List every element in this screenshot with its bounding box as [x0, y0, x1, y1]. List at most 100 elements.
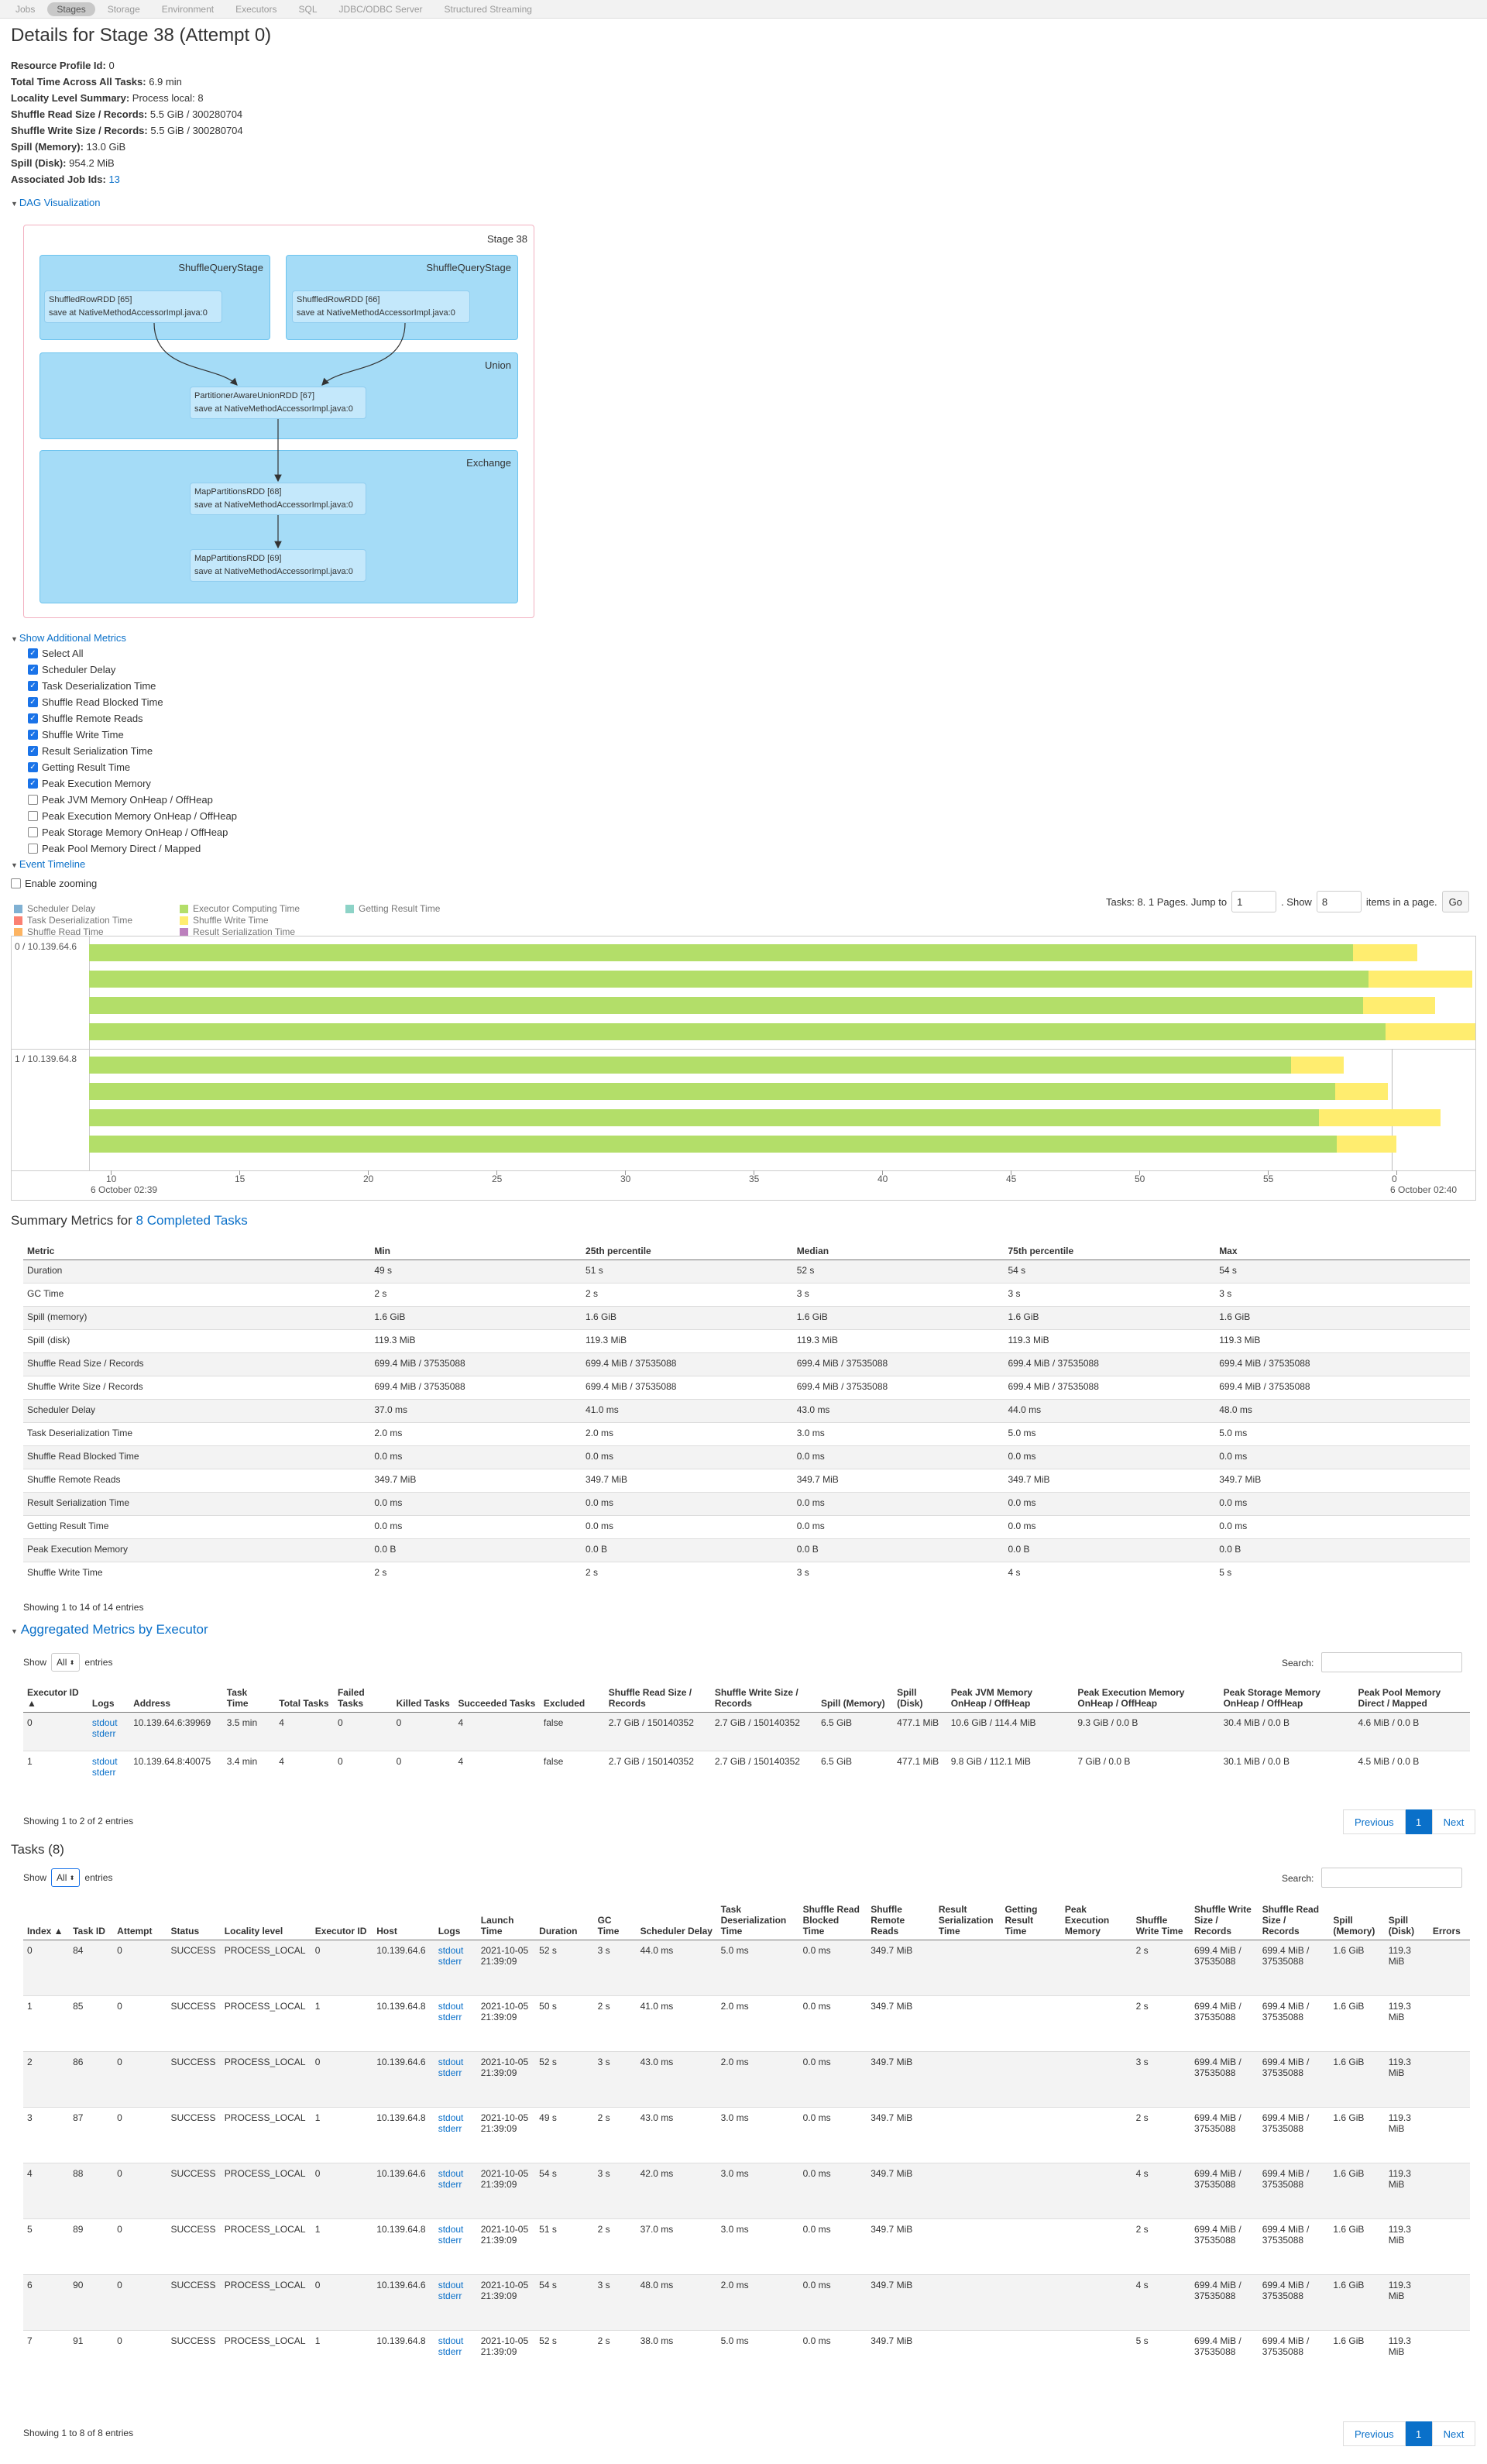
executors-page-size-select[interactable]: All ⬍: [51, 1653, 81, 1672]
stderr-link[interactable]: stderr: [438, 2067, 462, 2078]
stderr-link[interactable]: stderr: [438, 2290, 462, 2301]
column-header[interactable]: Executor ID ▲: [23, 1682, 88, 1713]
task-bar-executor-computing[interactable]: [89, 1083, 1335, 1100]
metric-checkbox-row[interactable]: ✓ Scheduler Delay: [28, 662, 237, 678]
column-header[interactable]: Spill (Memory): [1329, 1899, 1385, 1940]
column-header[interactable]: Peak Pool Memory Direct / Mapped: [1354, 1682, 1470, 1713]
rdd-node-65[interactable]: ShuffledRowRDD [65] save at NativeMethodA…: [44, 290, 222, 323]
column-header[interactable]: Executor ID: [311, 1899, 373, 1940]
nav-tab-storage[interactable]: Storage: [107, 3, 140, 15]
column-header[interactable]: Task Deserialization Time: [716, 1899, 799, 1940]
column-header[interactable]: Host: [373, 1899, 434, 1940]
task-bar-shuffle-write[interactable]: [1319, 1109, 1441, 1126]
page-1-button[interactable]: 1: [1405, 1809, 1432, 1834]
column-header[interactable]: Shuffle Read Blocked Time: [798, 1899, 867, 1940]
items-per-page-input[interactable]: 8: [1316, 891, 1362, 912]
checkbox-icon[interactable]: [28, 844, 38, 854]
task-bar-shuffle-write[interactable]: [1386, 1023, 1475, 1040]
metric-checkbox-row[interactable]: ✓ Result Serialization Time: [28, 743, 237, 759]
metric-checkbox-row[interactable]: Peak Pool Memory Direct / Mapped: [28, 840, 237, 857]
executors-search-input[interactable]: [1321, 1652, 1462, 1672]
column-header[interactable]: Launch Time: [476, 1899, 536, 1940]
column-header[interactable]: Shuffle Write Size / Records: [1190, 1899, 1259, 1940]
column-header[interactable]: Address: [129, 1682, 223, 1713]
stderr-link[interactable]: stderr: [438, 2346, 462, 2357]
column-header[interactable]: Shuffle Write Size / Records: [710, 1682, 817, 1713]
dag-visualization-toggle[interactable]: ▼ DAG Visualization: [11, 197, 100, 208]
column-header[interactable]: 25th percentile: [582, 1241, 793, 1260]
stdout-link[interactable]: stdout: [438, 2224, 464, 2235]
task-bar-executor-computing[interactable]: [89, 1109, 1319, 1126]
event-timeline-toggle[interactable]: ▼ Event Timeline: [11, 858, 85, 870]
column-header[interactable]: Median: [792, 1241, 1004, 1260]
task-bar-executor-computing[interactable]: [89, 997, 1363, 1014]
checkbox-icon[interactable]: ✓: [28, 730, 38, 740]
column-header[interactable]: GC Time: [593, 1899, 637, 1940]
column-header[interactable]: Failed Tasks: [333, 1682, 393, 1713]
stdout-link[interactable]: stdout: [438, 2280, 464, 2290]
stdout-link[interactable]: stdout: [438, 2057, 464, 2067]
column-header[interactable]: Total Tasks: [275, 1682, 334, 1713]
stdout-link[interactable]: stdout: [438, 2168, 464, 2179]
task-bar-shuffle-write[interactable]: [1335, 1083, 1388, 1100]
column-header[interactable]: Shuffle Remote Reads: [867, 1899, 935, 1940]
checkbox-icon[interactable]: ✓: [28, 746, 38, 756]
column-header[interactable]: Logs: [434, 1899, 477, 1940]
stdout-link[interactable]: stdout: [438, 2001, 464, 2012]
task-bar-shuffle-write[interactable]: [1363, 997, 1435, 1014]
column-header[interactable]: Shuffle Write Time: [1132, 1899, 1191, 1940]
metric-checkbox-row[interactable]: ✓ Shuffle Remote Reads: [28, 710, 237, 727]
task-bar-executor-computing[interactable]: [89, 944, 1353, 961]
column-header[interactable]: Errors: [1428, 1899, 1470, 1940]
checkbox-icon[interactable]: [28, 811, 38, 821]
column-header[interactable]: Peak JVM Memory OnHeap / OffHeap: [946, 1682, 1074, 1713]
stdout-link[interactable]: stdout: [438, 2335, 464, 2346]
task-bar-executor-computing[interactable]: [89, 1023, 1386, 1040]
previous-button[interactable]: Previous: [1343, 2421, 1406, 2446]
column-header[interactable]: Succeeded Tasks: [454, 1682, 540, 1713]
checkbox-icon[interactable]: ✓: [28, 681, 38, 691]
previous-button[interactable]: Previous: [1343, 1809, 1406, 1834]
column-header[interactable]: Peak Execution Memory: [1060, 1899, 1132, 1940]
column-header[interactable]: Spill (Disk): [893, 1682, 947, 1713]
column-header[interactable]: Shuffle Read Size / Records: [604, 1682, 711, 1713]
nav-tab-executors[interactable]: Executors: [235, 3, 277, 15]
nav-tab-stages[interactable]: Stages: [47, 2, 95, 16]
column-header[interactable]: Status: [167, 1899, 221, 1940]
checkbox-icon[interactable]: ✓: [28, 713, 38, 723]
task-bar-executor-computing[interactable]: [89, 1136, 1337, 1153]
rdd-node-66[interactable]: ShuffledRowRDD [66] save at NativeMethodA…: [292, 290, 470, 323]
rdd-node-69[interactable]: MapPartitionsRDD [69] save at NativeMetho…: [190, 549, 366, 582]
column-header[interactable]: Scheduler Delay: [636, 1899, 717, 1940]
column-header[interactable]: Peak Storage Memory OnHeap / OffHeap: [1219, 1682, 1355, 1713]
tasks-page-size-select[interactable]: All ⬍: [51, 1868, 81, 1887]
job-id-link[interactable]: 13: [108, 174, 120, 185]
stderr-link[interactable]: stderr: [438, 2123, 462, 2134]
task-bar-shuffle-write[interactable]: [1337, 1136, 1396, 1153]
stderr-link[interactable]: stderr: [438, 2179, 462, 2190]
column-header[interactable]: Killed Tasks: [392, 1682, 455, 1713]
additional-metrics-toggle[interactable]: ▼ Show Additional Metrics: [11, 632, 126, 644]
metric-checkbox-row[interactable]: Peak Storage Memory OnHeap / OffHeap: [28, 824, 237, 840]
column-header[interactable]: Peak Execution Memory OnHeap / OffHeap: [1073, 1682, 1220, 1713]
column-header[interactable]: Attempt: [113, 1899, 167, 1940]
checkbox-icon[interactable]: ✓: [28, 665, 38, 675]
nav-tab-environment[interactable]: Environment: [161, 3, 215, 15]
checkbox-icon[interactable]: ✓: [28, 697, 38, 707]
checkbox-icon[interactable]: [11, 878, 21, 888]
column-header[interactable]: Spill (Disk): [1384, 1899, 1429, 1940]
stdout-link[interactable]: stdout: [438, 2112, 464, 2123]
metric-checkbox-row[interactable]: ✓ Shuffle Read Blocked Time: [28, 694, 237, 710]
go-button[interactable]: Go: [1441, 891, 1469, 912]
next-button[interactable]: Next: [1431, 1809, 1476, 1834]
column-header[interactable]: Duration: [535, 1899, 594, 1940]
metric-checkbox-row[interactable]: ✓ Task Deserialization Time: [28, 678, 237, 694]
aggregated-metrics-link[interactable]: Aggregated Metrics by Executor: [20, 1622, 208, 1637]
task-bar-shuffle-write[interactable]: [1353, 944, 1417, 961]
metric-checkbox-row[interactable]: Peak Execution Memory OnHeap / OffHeap: [28, 808, 237, 824]
stderr-link[interactable]: stderr: [438, 2235, 462, 2246]
column-header[interactable]: Task ID: [69, 1899, 114, 1940]
checkbox-icon[interactable]: ✓: [28, 778, 38, 789]
rdd-node-67[interactable]: PartitionerAwareUnionRDD [67] save at Nat…: [190, 387, 366, 419]
nav-tab-jdbc-odbc-server[interactable]: JDBC/ODBC Server: [338, 3, 423, 15]
